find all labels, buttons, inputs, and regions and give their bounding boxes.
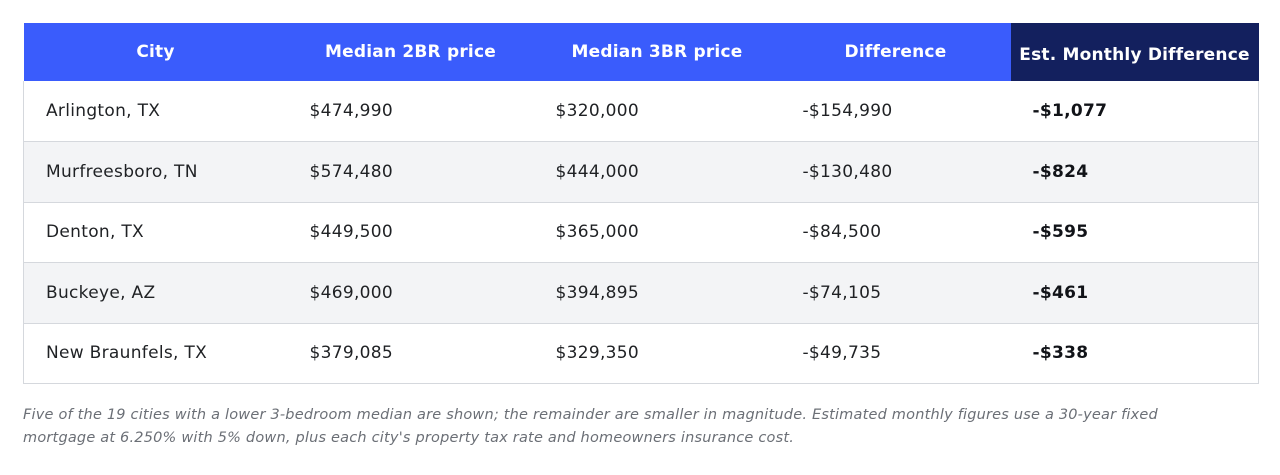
- cell-city: New Braunfels, TX: [23, 323, 288, 384]
- table-footnote: Five of the 19 cities with a lower 3-bed…: [23, 407, 1158, 446]
- cell-median-2br: $379,085: [287, 323, 534, 384]
- cell-median-3br: $320,000: [533, 81, 781, 142]
- header-median-2br: Median 2BR price: [287, 23, 534, 81]
- table-row: Buckeye, AZ $469,000 $394,895 -$74,105 -…: [23, 262, 1259, 324]
- cell-est-monthly-difference: -$461: [1010, 262, 1259, 324]
- cell-est-monthly-difference: -$824: [1010, 141, 1259, 203]
- cell-median-2br: $574,480: [287, 141, 534, 203]
- comparison-table: City Median 2BR price Median 3BR price D…: [23, 23, 1259, 384]
- cell-difference: -$49,735: [780, 323, 1011, 384]
- header-est-monthly-difference: Est. Monthly Difference: [1010, 23, 1259, 81]
- cell-difference: -$74,105: [780, 262, 1011, 324]
- header-median-3br: Median 3BR price: [533, 23, 781, 81]
- cell-city: Buckeye, AZ: [23, 262, 288, 324]
- cell-median-3br: $444,000: [533, 141, 781, 203]
- cell-median-3br: $365,000: [533, 202, 781, 263]
- header-difference: Difference: [780, 23, 1011, 81]
- cell-median-3br: $329,350: [533, 323, 781, 384]
- cell-median-2br: $449,500: [287, 202, 534, 263]
- cell-difference: -$84,500: [780, 202, 1011, 263]
- cell-est-monthly-difference: -$595: [1010, 202, 1259, 263]
- table-row: Murfreesboro, TN $574,480 $444,000 -$130…: [23, 141, 1259, 203]
- cell-est-monthly-difference: -$1,077: [1010, 81, 1259, 142]
- cell-city: Denton, TX: [23, 202, 288, 263]
- cell-median-2br: $469,000: [287, 262, 534, 324]
- table-row: Denton, TX $449,500 $365,000 -$84,500 -$…: [23, 202, 1259, 263]
- cell-city: Arlington, TX: [23, 81, 288, 142]
- comparison-table-container: City Median 2BR price Median 3BR price D…: [23, 23, 1259, 384]
- cell-median-3br: $394,895: [533, 262, 781, 324]
- table-row: New Braunfels, TX $379,085 $329,350 -$49…: [23, 323, 1259, 384]
- cell-difference: -$154,990: [780, 81, 1011, 142]
- table-row: Arlington, TX $474,990 $320,000 -$154,99…: [23, 81, 1259, 142]
- cell-median-2br: $474,990: [287, 81, 534, 142]
- table-header-row: City Median 2BR price Median 3BR price D…: [23, 23, 1259, 81]
- cell-est-monthly-difference: -$338: [1010, 323, 1259, 384]
- cell-city: Murfreesboro, TN: [23, 141, 288, 203]
- cell-difference: -$130,480: [780, 141, 1011, 203]
- header-city: City: [23, 23, 288, 81]
